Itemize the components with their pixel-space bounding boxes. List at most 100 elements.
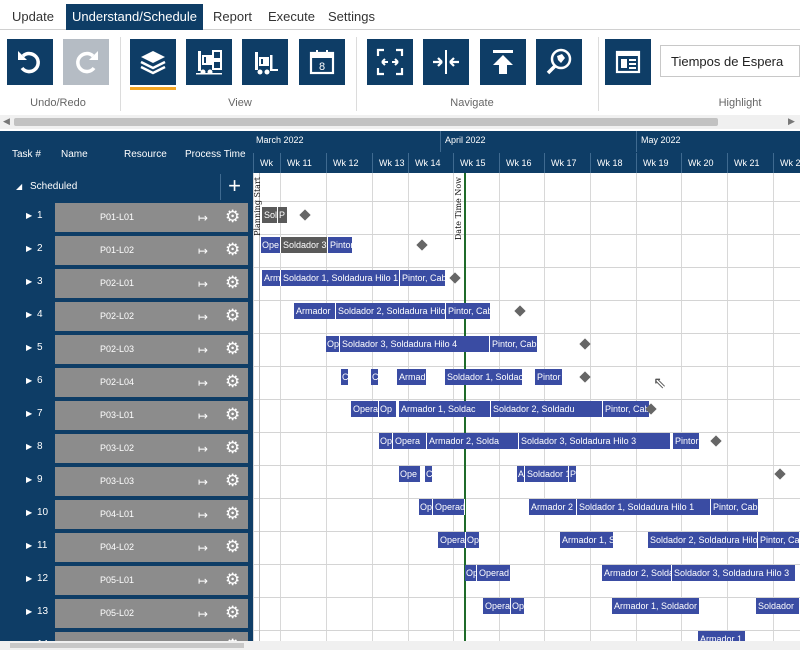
task-bar[interactable]: Op bbox=[419, 499, 433, 515]
push-right-icon[interactable]: ↦ bbox=[198, 343, 209, 357]
task-bar[interactable]: Ope bbox=[261, 237, 281, 253]
task-row[interactable]: ▶ 3 P02-L01 ↦ ⚙ bbox=[0, 267, 250, 300]
push-right-icon[interactable]: ↦ bbox=[198, 376, 209, 390]
collapse-button[interactable] bbox=[423, 39, 469, 85]
task-row[interactable]: ▶ 7 P03-L01 ↦ ⚙ bbox=[0, 399, 250, 432]
milestone-diamond[interactable] bbox=[514, 305, 526, 317]
expand-arrow-icon[interactable]: ▶ bbox=[26, 409, 33, 418]
task-row[interactable]: ▶ 12 P05-L01 ↦ ⚙ bbox=[0, 564, 250, 597]
scrollbar-thumb[interactable] bbox=[10, 643, 244, 648]
task-cell[interactable]: P02-L03 ↦ ⚙ bbox=[55, 335, 248, 364]
tab-understand-schedule[interactable]: Understand/Schedule bbox=[66, 4, 204, 30]
task-bar[interactable]: Pintor, Ca bbox=[758, 532, 800, 548]
task-bar[interactable]: P bbox=[569, 466, 577, 482]
task-row[interactable]: ▶ 9 P03-L03 ↦ ⚙ bbox=[0, 465, 250, 498]
task-bar[interactable]: Op bbox=[465, 565, 477, 581]
task-bar[interactable]: Soldador 1, Soldadura Hilo 1 bbox=[281, 270, 400, 286]
task-cell[interactable]: P05-L02 ↦ ⚙ bbox=[55, 599, 248, 628]
task-bar[interactable]: Pintor, Cab bbox=[490, 336, 538, 352]
task-bar[interactable]: Opera bbox=[483, 598, 511, 614]
milestone-diamond[interactable] bbox=[449, 272, 461, 284]
task-bar[interactable]: Soldador 3, Soldadura Hilo 4 bbox=[340, 336, 490, 352]
task-bar[interactable]: Soldador 1 bbox=[525, 466, 569, 482]
gear-icon[interactable]: ⚙ bbox=[225, 207, 241, 226]
scheduled-group[interactable]: ◢ Scheduled + bbox=[0, 173, 250, 201]
expand-arrow-icon[interactable]: ▶ bbox=[26, 541, 33, 550]
gear-icon[interactable]: ⚙ bbox=[225, 636, 240, 641]
task-bar[interactable]: Soldador 1, Soldadura Hilo 1 bbox=[577, 499, 711, 515]
scroll-left-icon[interactable]: ◀ bbox=[3, 116, 10, 126]
push-right-icon[interactable]: ↦ bbox=[198, 475, 209, 489]
collapse-triangle-icon[interactable]: ◢ bbox=[16, 182, 23, 191]
col-process-time[interactable]: Process Time bbox=[185, 149, 246, 160]
task-bar[interactable]: Soldador 2, Soldadu bbox=[491, 401, 603, 417]
gear-icon[interactable]: ⚙ bbox=[225, 603, 241, 622]
task-bar[interactable]: Armador 2 bbox=[529, 499, 577, 515]
highlight-select[interactable]: Tiempos de Espera bbox=[660, 45, 800, 77]
expand-arrow-icon[interactable]: ▶ bbox=[26, 607, 33, 616]
gear-icon[interactable]: ⚙ bbox=[225, 405, 241, 424]
task-bar[interactable]: C bbox=[341, 369, 349, 385]
expand-arrow-icon[interactable]: ▶ bbox=[26, 211, 33, 220]
calendar-button[interactable]: 8 bbox=[299, 39, 345, 85]
push-right-icon[interactable]: ↦ bbox=[198, 640, 208, 641]
task-bar[interactable]: Armador 2, Solda bbox=[602, 565, 672, 581]
tab-update[interactable]: Update bbox=[12, 9, 54, 24]
task-bar[interactable]: Pintor, Cab bbox=[711, 499, 759, 515]
layers-button[interactable] bbox=[130, 39, 176, 90]
ribbon-scrollbar[interactable]: ◀ ▶ bbox=[0, 115, 800, 129]
gear-icon[interactable]: ⚙ bbox=[225, 306, 241, 325]
add-task-button[interactable]: + bbox=[220, 174, 248, 200]
task-bar[interactable]: Op bbox=[326, 336, 340, 352]
task-row[interactable]: ▶ 11 P04-L02 ↦ ⚙ bbox=[0, 531, 250, 564]
expand-arrow-icon[interactable]: ▶ bbox=[26, 574, 33, 583]
task-bar[interactable]: Armador 2, Solda bbox=[427, 433, 519, 449]
col-resource[interactable]: Resource bbox=[124, 149, 167, 160]
expand-arrow-icon[interactable]: ▶ bbox=[26, 640, 32, 641]
push-right-icon[interactable]: ↦ bbox=[198, 508, 209, 522]
milestone-diamond[interactable] bbox=[416, 239, 428, 251]
task-bar[interactable]: Armador bbox=[294, 303, 336, 319]
task-cell[interactable]: P04-L01 ↦ ⚙ bbox=[55, 500, 248, 529]
task-bar[interactable]: Opera bbox=[393, 433, 427, 449]
gear-icon[interactable]: ⚙ bbox=[225, 339, 241, 358]
task-row[interactable]: ▶ 5 P02-L03 ↦ ⚙ bbox=[0, 333, 250, 366]
task-bar[interactable]: Soldador 2, Soldadura Hilo bbox=[648, 532, 758, 548]
milestone-diamond[interactable] bbox=[579, 371, 591, 383]
task-row[interactable]: ▶ 10 P04-L01 ↦ ⚙ bbox=[0, 498, 250, 531]
push-right-icon[interactable]: ↦ bbox=[198, 442, 209, 456]
bottom-scrollbar[interactable] bbox=[0, 641, 800, 650]
task-bar[interactable]: Armador 1, S bbox=[560, 532, 614, 548]
task-bar[interactable]: Pintor, Cab bbox=[400, 270, 446, 286]
task-bar[interactable]: Opera bbox=[351, 401, 379, 417]
task-bar[interactable]: Armador 1 bbox=[698, 631, 746, 641]
task-bar[interactable]: Op bbox=[466, 532, 480, 548]
task-bar[interactable]: Pintor bbox=[328, 237, 353, 253]
push-right-icon[interactable]: ↦ bbox=[198, 310, 209, 324]
task-cell[interactable]: P03-L02 ↦ ⚙ bbox=[55, 434, 248, 463]
forklift-button[interactable] bbox=[242, 39, 288, 85]
task-bar[interactable]: Arm bbox=[262, 270, 281, 286]
undo-button[interactable] bbox=[7, 39, 53, 85]
task-cell[interactable]: P01-L01 ↦ ⚙ bbox=[55, 203, 248, 232]
gear-icon[interactable]: ⚙ bbox=[225, 438, 241, 457]
task-bar[interactable]: Armador 1, Soldador bbox=[612, 598, 700, 614]
task-bar[interactable]: C bbox=[371, 369, 379, 385]
task-row[interactable]: ▶ 6 P02-L04 ↦ ⚙ bbox=[0, 366, 250, 399]
task-bar[interactable]: Operad bbox=[433, 499, 465, 515]
task-cell[interactable]: P05-L01 ↦ ⚙ bbox=[55, 566, 248, 595]
tab-report[interactable]: Report bbox=[213, 9, 253, 24]
pane-divider[interactable] bbox=[250, 131, 253, 641]
task-bar[interactable]: Soldador 2, Soldadura Hilo bbox=[336, 303, 446, 319]
tab-execute[interactable]: Execute bbox=[268, 9, 315, 24]
task-bar[interactable]: Pintor, Cab bbox=[446, 303, 491, 319]
task-cell[interactable]: P04-L02 ↦ ⚙ bbox=[55, 533, 248, 562]
push-right-icon[interactable]: ↦ bbox=[198, 211, 209, 225]
search-map-button[interactable] bbox=[536, 39, 582, 85]
task-bar[interactable]: Pintor, Cab bbox=[603, 401, 650, 417]
milestone-diamond[interactable] bbox=[774, 468, 786, 480]
task-cell[interactable]: P02-L02 ↦ ⚙ bbox=[55, 302, 248, 331]
expand-arrow-icon[interactable]: ▶ bbox=[26, 475, 33, 484]
task-bar[interactable]: P bbox=[278, 207, 288, 223]
col-task-number[interactable]: Task # bbox=[12, 149, 41, 160]
